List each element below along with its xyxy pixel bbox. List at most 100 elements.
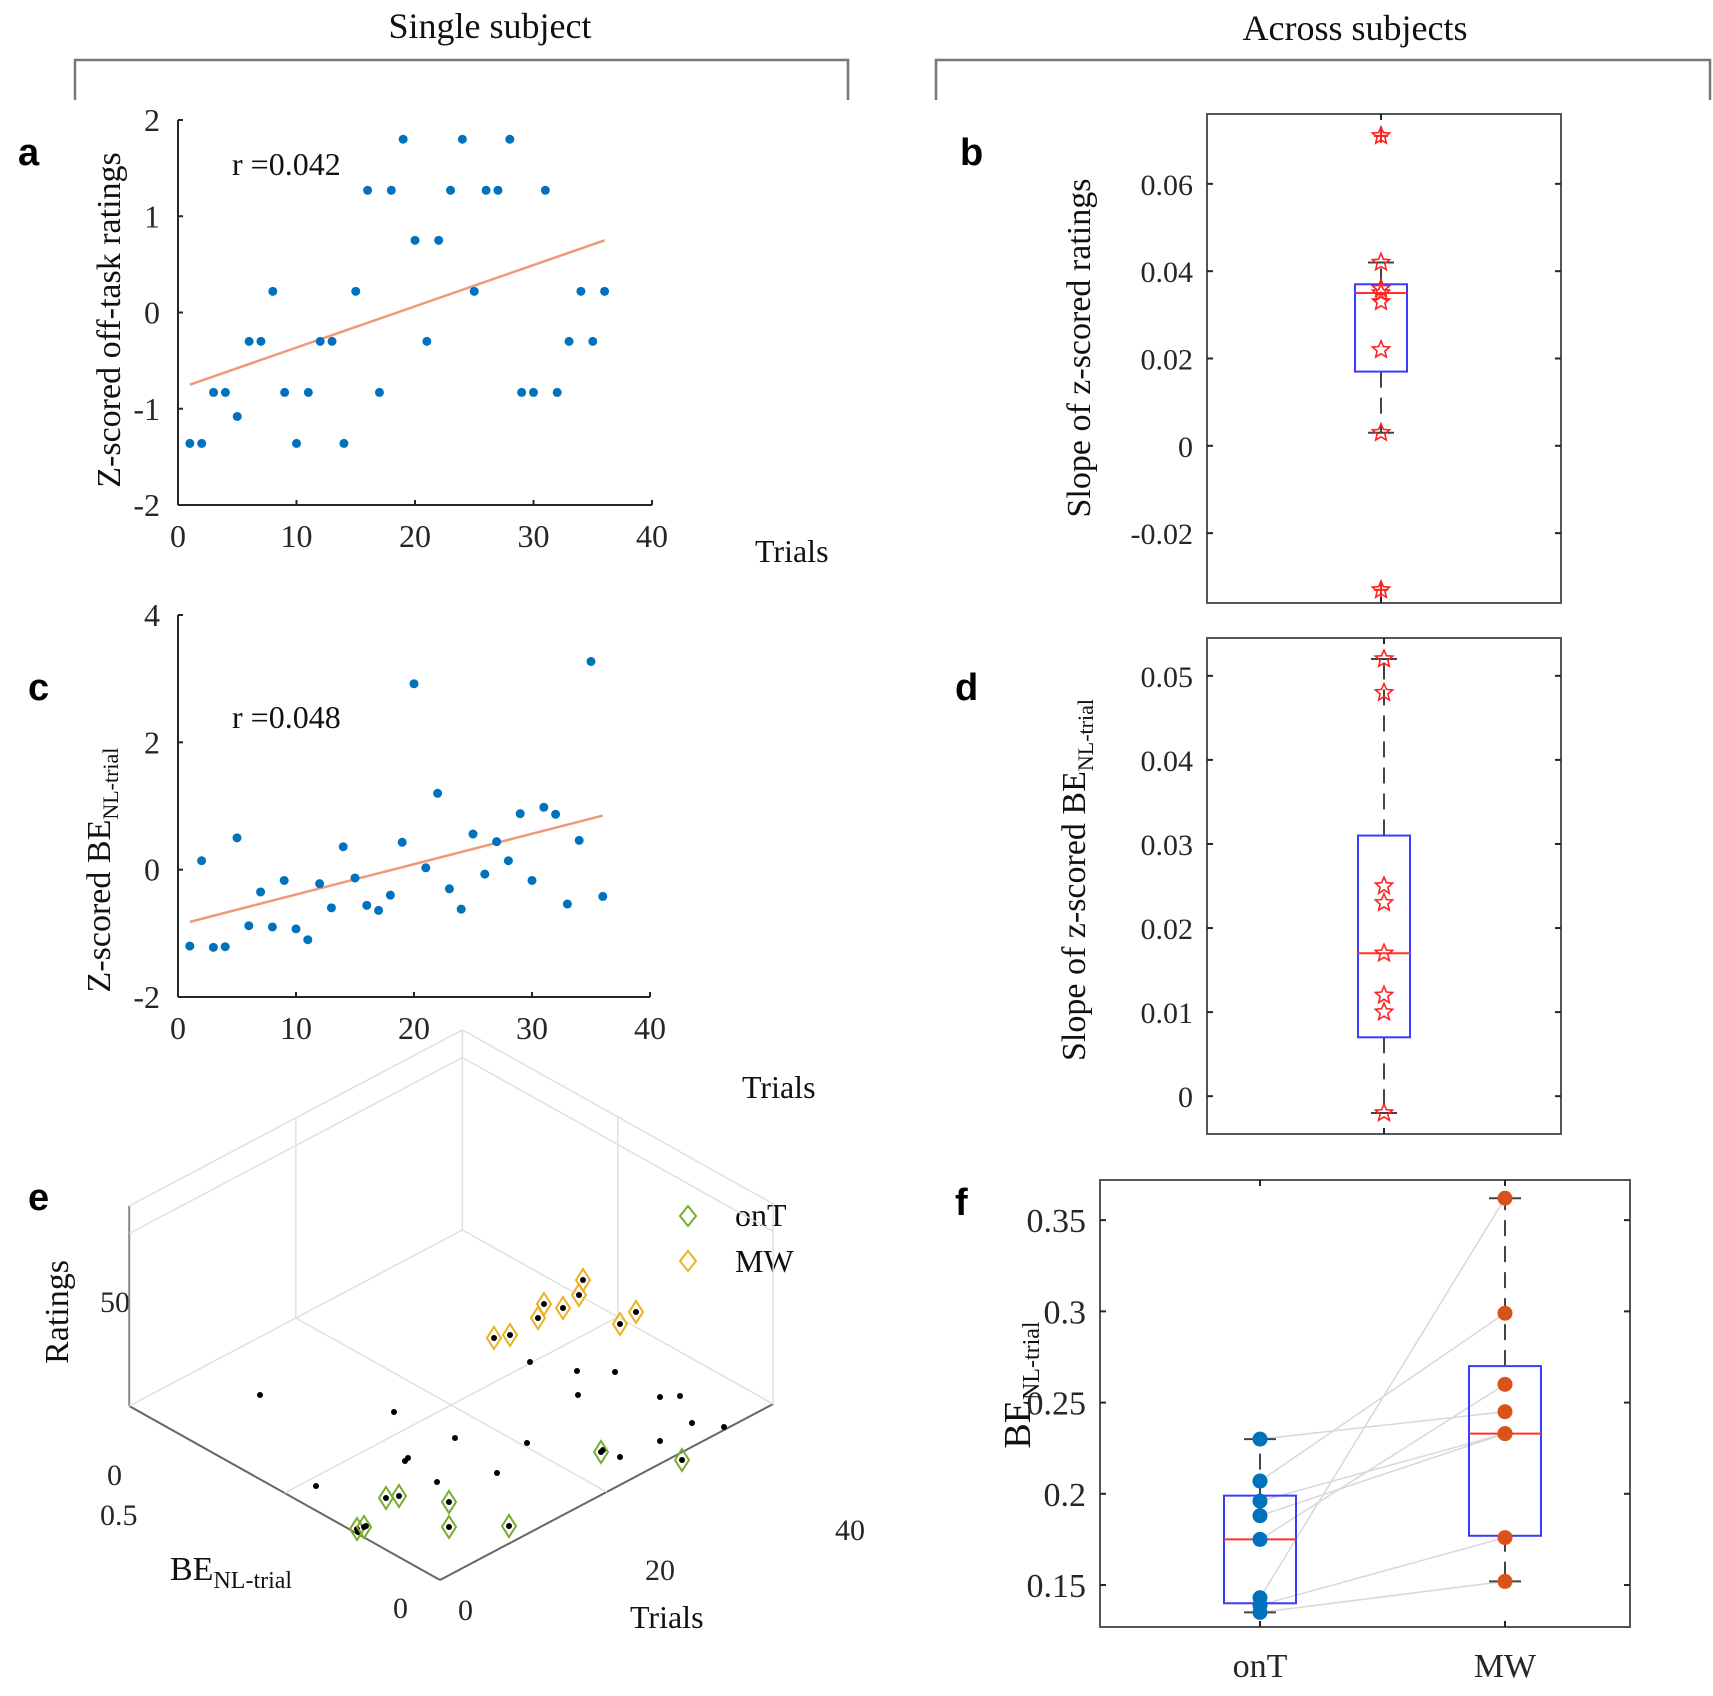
onT-marker [440,1489,458,1515]
trial-dot [689,1420,695,1426]
legend-MW-label: MW [735,1243,794,1279]
panel-d-ylabel: Slope of z-scored BENL-trial [1056,699,1098,1061]
y-tick-label: 0.02 [1141,913,1194,946]
y-tick-label: 0.2 [1044,1477,1087,1514]
panel-label-b: b [960,132,983,174]
trial-dot [491,1335,497,1341]
data-point [280,387,290,397]
data-point [480,869,490,879]
trial-dot [405,1455,411,1461]
data-point [562,899,572,909]
trial-dot [576,1292,582,1298]
trial-dot [446,1524,452,1530]
pair-line [1259,1410,1506,1440]
panel-e-xtick-40: 40 [835,1514,865,1547]
data-point [292,438,301,448]
onT-marker [390,1483,408,1509]
data-point [409,679,419,689]
data-point [540,185,550,195]
data-point [374,905,384,915]
panel-e-ytick-05: 0.5 [100,1499,138,1532]
MW-marker [627,1299,645,1325]
header-across-subjects: Across subjects [1243,8,1468,48]
trial-dot [535,1315,541,1321]
MW-marker [485,1325,503,1351]
x-category-label: onT [1233,1648,1288,1685]
star-point [1373,647,1395,668]
data-point [197,438,207,448]
panel-e-ztick-50: 50 [100,1286,130,1319]
data-point-MW [1497,1404,1513,1420]
x-tick-label: 10 [281,518,313,554]
star-point [1373,984,1395,1005]
panel-a-ylabel: Z-scored off-task ratings [91,152,128,487]
data-point [374,387,384,397]
trial-dot [507,1332,513,1338]
panel-a-annotation: r =0.042 [232,146,341,182]
y-tick-label: 0 [144,852,160,888]
data-point [422,336,432,346]
data-point-MW [1497,1190,1513,1206]
x-tick-label: 0 [170,1010,186,1046]
MW-marker [574,1267,592,1293]
panel-d-boxplot: Slope of z-scored BENL-trial 0 0.01 0.02 0.… [1056,637,1562,1135]
data-point [397,837,407,847]
data-point-onT [1252,1604,1268,1620]
data-point-MW [1497,1530,1513,1546]
data-point [468,829,478,839]
trial-dot [391,1409,397,1415]
bracket-left [73,58,850,100]
data-point [386,185,396,195]
star-point [1370,251,1392,272]
legend-MW-marker [678,1249,698,1273]
data-point [529,387,538,397]
data-point [493,185,503,195]
data-point [244,921,254,931]
data-point [539,802,549,812]
panel-f-ylabel: BENL-trial [997,1321,1045,1449]
panel-c-ylabel-sub: NL-trial [98,748,123,820]
data-point [303,387,313,397]
trial-dot [396,1493,402,1499]
y-tick-label: 0.15 [1027,1568,1087,1605]
onT-marker [592,1439,610,1465]
x-tick-label: 30 [518,518,550,554]
trial-dot [679,1457,685,1463]
panel-d-ylabel-sub: NL-trial [1073,699,1098,771]
panel-b-ylabel: Slope of z-scored ratings [1061,179,1098,518]
panel-c-scatter: r =0.048 Trials Z-scored BENL-trial 0 10 2… [81,597,816,1105]
y-tick-label: 0.04 [1141,745,1194,778]
data-point-onT [1252,1431,1268,1447]
data-point [588,336,598,346]
data-point-MW [1497,1376,1513,1392]
data-point [267,922,277,932]
y-tick-label: 4 [144,597,160,633]
trial-dot [677,1393,683,1399]
star-point [1373,681,1395,702]
MW-marker [501,1322,519,1348]
data-point [598,891,608,901]
MW-marker [554,1295,572,1321]
legend-onT-marker [678,1204,698,1228]
trial-dot [657,1438,663,1444]
onT-marker [673,1447,691,1473]
data-point [574,835,584,845]
onT-marker [440,1514,458,1540]
fit-line [189,814,604,924]
data-point [185,438,195,448]
y-tick-label: 2 [144,102,160,138]
data-point-onT [1252,1493,1268,1509]
data-point [586,656,596,666]
data-point [492,837,502,847]
panel-f-ylabel-sub: NL-trial [1019,1321,1045,1400]
data-point [600,286,610,296]
data-point [303,935,313,945]
star-point [1370,421,1392,442]
trial-dot [633,1309,639,1315]
star-point [1373,874,1395,896]
panel-e-ylabel-sub: NL-trial [213,1568,292,1594]
panel-b-boxplot: Slope of z-scored ratings -0.02 0 0.02 0.04… [1061,113,1562,604]
data-point [456,904,466,914]
trial-dot [527,1359,533,1365]
